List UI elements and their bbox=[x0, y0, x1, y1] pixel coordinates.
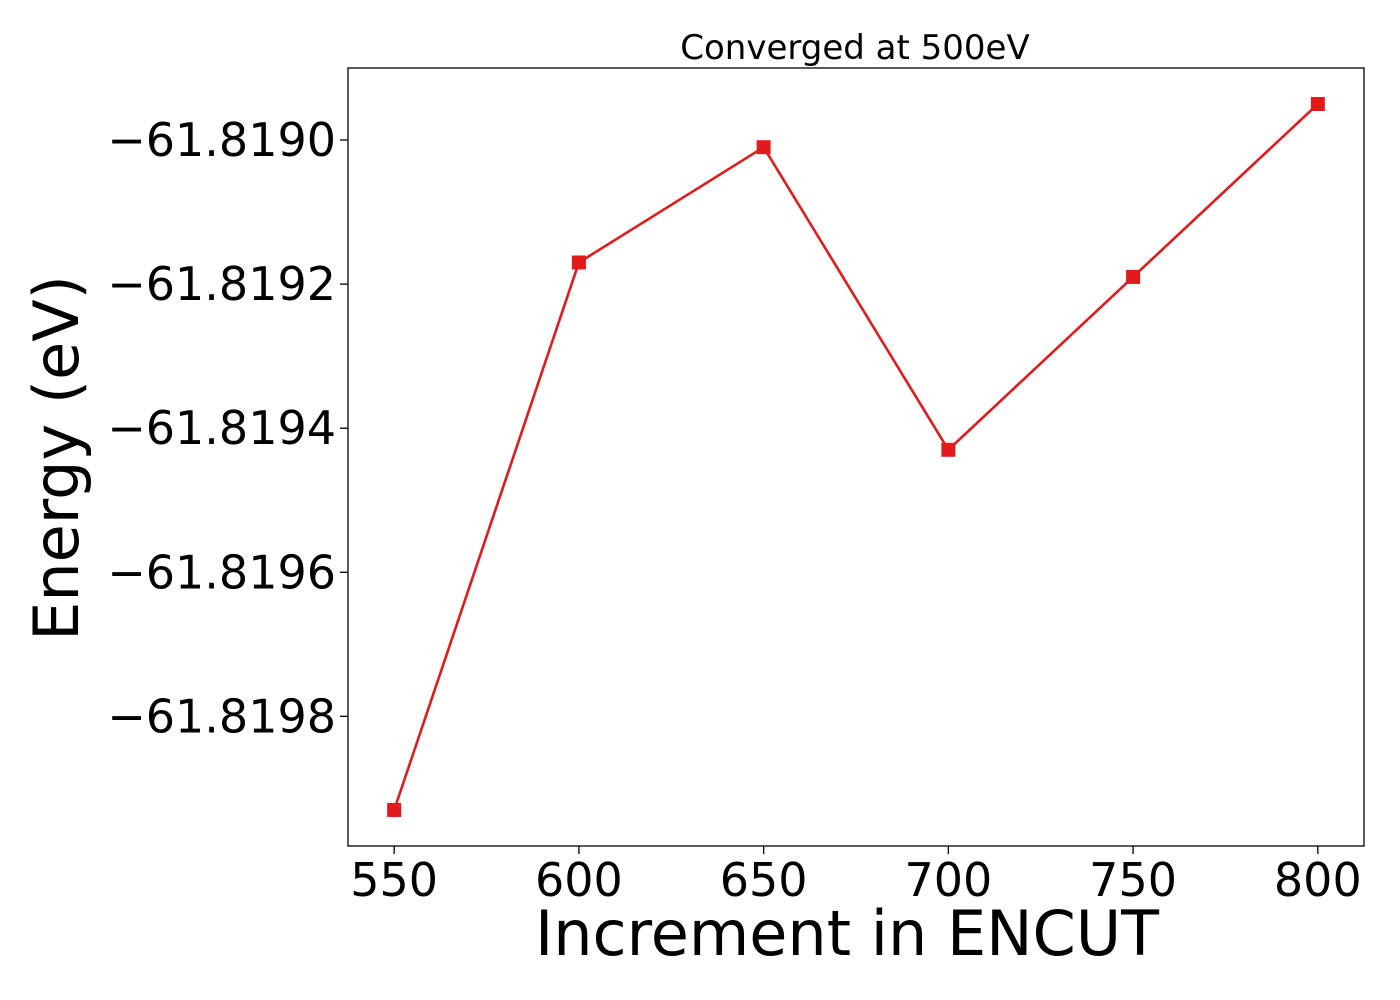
y-tick-label: −61.8198 bbox=[107, 689, 336, 743]
series-layer bbox=[387, 97, 1325, 817]
y-tick-label: −61.8194 bbox=[107, 401, 336, 455]
x-tick-label: 650 bbox=[720, 853, 808, 907]
chart-title: Converged at 500eV bbox=[680, 28, 1029, 68]
data-point-marker bbox=[756, 140, 771, 155]
data-point-marker bbox=[1126, 269, 1141, 284]
data-point-marker bbox=[571, 255, 586, 270]
x-tick-label: 750 bbox=[1089, 853, 1177, 907]
x-axis-title: Increment in ENCUT bbox=[535, 897, 1160, 970]
x-tick-label: 600 bbox=[535, 853, 623, 907]
x-axis-ticks: 550 600 650 700 750 800 bbox=[350, 846, 1362, 907]
x-tick-label: 800 bbox=[1274, 853, 1362, 907]
series-line bbox=[392, 103, 1319, 811]
y-tick-label: −61.8190 bbox=[107, 113, 336, 167]
x-tick-label: 550 bbox=[350, 853, 438, 907]
y-axis-title: Energy (eV) bbox=[20, 275, 93, 641]
y-axis-ticks: −61.8190 −61.8192 −61.8194 −61.8196 −61.8198 bbox=[107, 113, 348, 743]
x-tick-label: 700 bbox=[904, 853, 992, 907]
data-point-marker bbox=[387, 802, 402, 817]
data-point-marker bbox=[941, 442, 956, 457]
plot-frame bbox=[347, 67, 1365, 847]
data-point-marker bbox=[1310, 97, 1325, 112]
y-tick-label: −61.8192 bbox=[107, 257, 336, 311]
y-tick-label: −61.8196 bbox=[107, 545, 336, 599]
